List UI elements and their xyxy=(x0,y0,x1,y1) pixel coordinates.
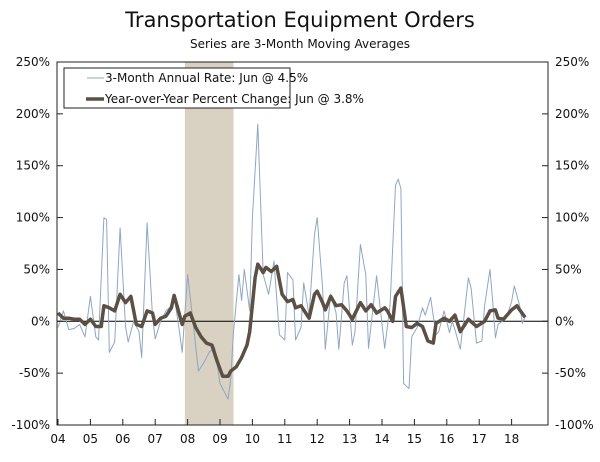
legend-box xyxy=(63,67,291,109)
legend-label-yoy: Year-over-Year Percent Change: Jun @ 3.8… xyxy=(104,92,364,106)
x-tick-label: 13 xyxy=(342,432,357,446)
chart-subtitle: Series are 3-Month Moving Averages xyxy=(190,37,410,51)
y-tick-label-left: 100% xyxy=(16,211,50,225)
x-tick-label: 06 xyxy=(115,432,130,446)
x-tick-label: 09 xyxy=(212,432,227,446)
y-tick-label-right: -50% xyxy=(555,366,586,380)
y-tick-label-left: 50% xyxy=(23,262,50,276)
y-tick-label-left: 150% xyxy=(16,159,50,173)
x-tick-label: 05 xyxy=(83,432,98,446)
x-tick-label: 11 xyxy=(277,432,292,446)
y-tick-label-right: 200% xyxy=(555,107,589,121)
x-tick-label: 18 xyxy=(504,432,519,446)
x-tick-label: 16 xyxy=(439,432,454,446)
y-tick-label-right: -100% xyxy=(555,418,594,432)
legend: 3-Month Annual Rate: Jun @ 4.5% Year-ove… xyxy=(63,67,364,109)
x-tick-label: 04 xyxy=(50,432,65,446)
y-tick-label-left: -100% xyxy=(11,418,50,432)
y-tick-label-left: 250% xyxy=(16,55,50,69)
x-tick-label: 12 xyxy=(310,432,325,446)
plot-frame xyxy=(56,61,549,426)
x-tick-label: 08 xyxy=(180,432,195,446)
recession-shading xyxy=(184,62,234,425)
y-tick-label-left: 0% xyxy=(31,314,50,328)
x-tick-label: 07 xyxy=(148,432,163,446)
y-tick-label-right: 50% xyxy=(555,262,582,276)
x-tick-label: 10 xyxy=(245,432,260,446)
legend-label-rate: 3-Month Annual Rate: Jun @ 4.5% xyxy=(105,71,308,85)
y-tick-label-right: 250% xyxy=(555,55,589,69)
y-tick-label-right: 100% xyxy=(555,211,589,225)
series-line-yoy xyxy=(56,262,527,379)
y-tick-label-left: -50% xyxy=(19,366,50,380)
x-tick-label: 15 xyxy=(407,432,422,446)
series-line-rate xyxy=(57,123,526,400)
x-tick-label: 17 xyxy=(472,432,487,446)
y-tick-label-right: 0% xyxy=(555,314,574,328)
y-tick-label-left: 200% xyxy=(16,107,50,121)
y-tick-label-right: 150% xyxy=(555,159,589,173)
chart-title: Transportation Equipment Orders xyxy=(124,8,475,32)
x-tick-label: 14 xyxy=(374,432,389,446)
